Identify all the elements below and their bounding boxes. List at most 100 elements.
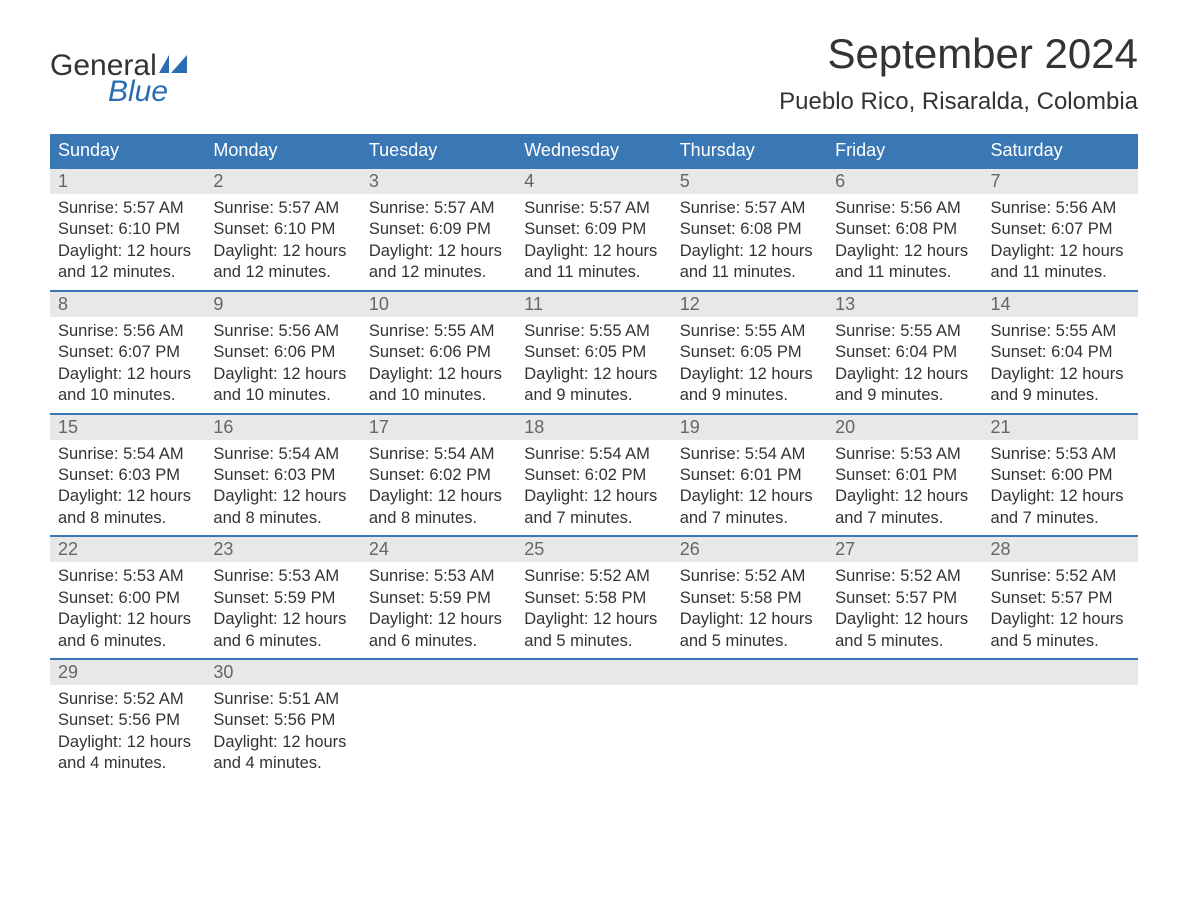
daylight-line: Daylight: 12 hours and 11 minutes. xyxy=(835,241,974,284)
header: General Blue September 2024 Pueblo Rico,… xyxy=(50,30,1138,130)
sunrise-line: Sunrise: 5:52 AM xyxy=(835,566,974,587)
sunset-line: Sunset: 6:01 PM xyxy=(835,465,974,486)
sunrise-line: Sunrise: 5:55 AM xyxy=(835,321,974,342)
daylight-line: Daylight: 12 hours and 11 minutes. xyxy=(680,241,819,284)
sunset-line: Sunset: 6:07 PM xyxy=(991,219,1130,240)
day-cell: Sunrise: 5:53 AMSunset: 5:59 PMDaylight:… xyxy=(205,562,360,658)
day-header-row: Sunday Monday Tuesday Wednesday Thursday… xyxy=(50,134,1138,167)
day-cell xyxy=(361,685,516,781)
date-cell: 24 xyxy=(361,537,516,562)
sunrise-line: Sunrise: 5:52 AM xyxy=(680,566,819,587)
day-cell: Sunrise: 5:56 AMSunset: 6:08 PMDaylight:… xyxy=(827,194,982,290)
daylight-line: Daylight: 12 hours and 8 minutes. xyxy=(369,486,508,529)
sunrise-line: Sunrise: 5:57 AM xyxy=(680,198,819,219)
sunset-line: Sunset: 6:04 PM xyxy=(835,342,974,363)
daylight-line: Daylight: 12 hours and 5 minutes. xyxy=(524,609,663,652)
day-header-cell: Sunday xyxy=(50,134,205,167)
sunrise-line: Sunrise: 5:53 AM xyxy=(835,444,974,465)
day-header-cell: Friday xyxy=(827,134,982,167)
daylight-line: Daylight: 12 hours and 6 minutes. xyxy=(213,609,352,652)
date-cell: 20 xyxy=(827,415,982,440)
sunrise-line: Sunrise: 5:53 AM xyxy=(213,566,352,587)
day-cell: Sunrise: 5:57 AMSunset: 6:08 PMDaylight:… xyxy=(672,194,827,290)
sunrise-line: Sunrise: 5:56 AM xyxy=(213,321,352,342)
date-cell: 19 xyxy=(672,415,827,440)
sunset-line: Sunset: 6:02 PM xyxy=(524,465,663,486)
logo-word2: Blue xyxy=(108,76,193,108)
sunrise-line: Sunrise: 5:57 AM xyxy=(524,198,663,219)
month-title: September 2024 xyxy=(779,30,1138,78)
day-cell: Sunrise: 5:54 AMSunset: 6:02 PMDaylight:… xyxy=(516,440,671,536)
sunrise-line: Sunrise: 5:55 AM xyxy=(524,321,663,342)
daylight-line: Daylight: 12 hours and 10 minutes. xyxy=(58,364,197,407)
sunrise-line: Sunrise: 5:57 AM xyxy=(213,198,352,219)
daylight-line: Daylight: 12 hours and 8 minutes. xyxy=(213,486,352,529)
sunrise-line: Sunrise: 5:54 AM xyxy=(213,444,352,465)
sunset-line: Sunset: 5:58 PM xyxy=(524,588,663,609)
day-header-cell: Tuesday xyxy=(361,134,516,167)
sunrise-line: Sunrise: 5:52 AM xyxy=(58,689,197,710)
day-cell xyxy=(827,685,982,781)
sunrise-line: Sunrise: 5:57 AM xyxy=(58,198,197,219)
sunrise-line: Sunrise: 5:54 AM xyxy=(524,444,663,465)
day-cell: Sunrise: 5:53 AMSunset: 6:00 PMDaylight:… xyxy=(50,562,205,658)
content-row: Sunrise: 5:57 AMSunset: 6:10 PMDaylight:… xyxy=(50,194,1138,290)
daylight-line: Daylight: 12 hours and 5 minutes. xyxy=(835,609,974,652)
sunrise-line: Sunrise: 5:52 AM xyxy=(991,566,1130,587)
sunset-line: Sunset: 5:56 PM xyxy=(213,710,352,731)
sunrise-line: Sunrise: 5:54 AM xyxy=(369,444,508,465)
sunset-line: Sunset: 5:56 PM xyxy=(58,710,197,731)
calendar: Sunday Monday Tuesday Wednesday Thursday… xyxy=(50,134,1138,781)
daylight-line: Daylight: 12 hours and 12 minutes. xyxy=(369,241,508,284)
sunrise-line: Sunrise: 5:57 AM xyxy=(369,198,508,219)
sunset-line: Sunset: 5:59 PM xyxy=(213,588,352,609)
sunset-line: Sunset: 6:05 PM xyxy=(680,342,819,363)
sunset-line: Sunset: 6:09 PM xyxy=(369,219,508,240)
day-header-cell: Wednesday xyxy=(516,134,671,167)
day-cell: Sunrise: 5:51 AMSunset: 5:56 PMDaylight:… xyxy=(205,685,360,781)
date-cell: 3 xyxy=(361,169,516,194)
day-cell xyxy=(983,685,1138,781)
day-cell: Sunrise: 5:52 AMSunset: 5:58 PMDaylight:… xyxy=(516,562,671,658)
sunrise-line: Sunrise: 5:54 AM xyxy=(58,444,197,465)
daylight-line: Daylight: 12 hours and 6 minutes. xyxy=(58,609,197,652)
date-cell: 13 xyxy=(827,292,982,317)
day-cell: Sunrise: 5:52 AMSunset: 5:57 PMDaylight:… xyxy=(983,562,1138,658)
day-cell: Sunrise: 5:55 AMSunset: 6:06 PMDaylight:… xyxy=(361,317,516,413)
day-cell: Sunrise: 5:53 AMSunset: 6:01 PMDaylight:… xyxy=(827,440,982,536)
date-cell xyxy=(516,660,671,685)
date-cell: 11 xyxy=(516,292,671,317)
daylight-line: Daylight: 12 hours and 11 minutes. xyxy=(991,241,1130,284)
sunset-line: Sunset: 5:59 PM xyxy=(369,588,508,609)
sunrise-line: Sunrise: 5:53 AM xyxy=(58,566,197,587)
day-header-cell: Saturday xyxy=(983,134,1138,167)
sunset-line: Sunset: 6:04 PM xyxy=(991,342,1130,363)
date-cell: 28 xyxy=(983,537,1138,562)
sunset-line: Sunset: 6:03 PM xyxy=(58,465,197,486)
date-cell: 23 xyxy=(205,537,360,562)
date-strip: 2930 xyxy=(50,660,1138,685)
daylight-line: Daylight: 12 hours and 5 minutes. xyxy=(680,609,819,652)
date-cell: 4 xyxy=(516,169,671,194)
daylight-line: Daylight: 12 hours and 5 minutes. xyxy=(991,609,1130,652)
daylight-line: Daylight: 12 hours and 6 minutes. xyxy=(369,609,508,652)
sunset-line: Sunset: 5:57 PM xyxy=(991,588,1130,609)
week-block: 1234567Sunrise: 5:57 AMSunset: 6:10 PMDa… xyxy=(50,167,1138,290)
date-cell: 2 xyxy=(205,169,360,194)
sunset-line: Sunset: 6:06 PM xyxy=(213,342,352,363)
daylight-line: Daylight: 12 hours and 10 minutes. xyxy=(369,364,508,407)
daylight-line: Daylight: 12 hours and 9 minutes. xyxy=(835,364,974,407)
daylight-line: Daylight: 12 hours and 10 minutes. xyxy=(213,364,352,407)
date-cell: 21 xyxy=(983,415,1138,440)
day-cell: Sunrise: 5:53 AMSunset: 6:00 PMDaylight:… xyxy=(983,440,1138,536)
sunrise-line: Sunrise: 5:56 AM xyxy=(835,198,974,219)
sunrise-line: Sunrise: 5:53 AM xyxy=(991,444,1130,465)
sunset-line: Sunset: 6:10 PM xyxy=(213,219,352,240)
title-block: September 2024 Pueblo Rico, Risaralda, C… xyxy=(779,30,1138,130)
day-cell: Sunrise: 5:57 AMSunset: 6:09 PMDaylight:… xyxy=(361,194,516,290)
date-cell: 27 xyxy=(827,537,982,562)
day-cell: Sunrise: 5:55 AMSunset: 6:04 PMDaylight:… xyxy=(827,317,982,413)
date-cell: 7 xyxy=(983,169,1138,194)
sunset-line: Sunset: 6:05 PM xyxy=(524,342,663,363)
day-cell xyxy=(672,685,827,781)
